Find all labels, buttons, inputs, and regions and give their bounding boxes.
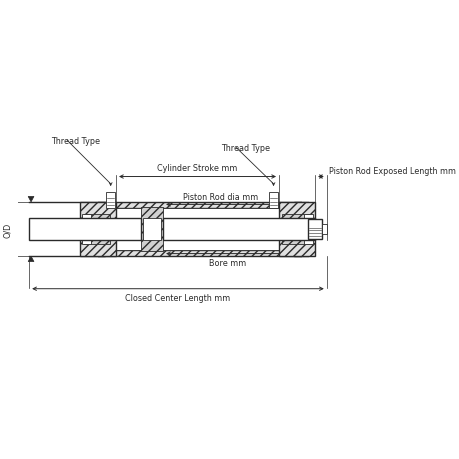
Bar xyxy=(98,250,300,257)
Bar xyxy=(143,218,161,241)
Bar xyxy=(303,231,312,244)
Polygon shape xyxy=(28,197,34,202)
Bar xyxy=(269,193,277,209)
Bar xyxy=(280,218,311,241)
Bar xyxy=(141,208,163,251)
Bar xyxy=(322,224,326,235)
Bar xyxy=(82,218,116,241)
Polygon shape xyxy=(28,257,34,262)
Bar xyxy=(106,193,115,209)
Bar xyxy=(29,218,141,241)
Text: O/D: O/D xyxy=(3,222,12,237)
Bar xyxy=(104,209,293,250)
Bar xyxy=(98,202,104,257)
Bar xyxy=(82,215,91,228)
Text: Bore mm: Bore mm xyxy=(208,258,246,268)
Text: Thread Type: Thread Type xyxy=(51,136,100,146)
Bar xyxy=(84,214,109,245)
Bar xyxy=(293,202,300,257)
Bar xyxy=(307,219,322,240)
Text: Thread Type: Thread Type xyxy=(221,144,269,153)
Text: Piston Rod Exposed Length mm: Piston Rod Exposed Length mm xyxy=(328,166,455,175)
Bar xyxy=(278,202,314,257)
Text: Closed Center Length mm: Closed Center Length mm xyxy=(125,293,230,302)
Bar xyxy=(82,231,91,244)
Text: Cylinder Stroke mm: Cylinder Stroke mm xyxy=(157,164,237,173)
Bar xyxy=(98,202,300,209)
Bar xyxy=(281,214,308,245)
Bar xyxy=(163,218,314,241)
Bar xyxy=(303,215,312,228)
Bar xyxy=(80,202,116,257)
Text: Piston Rod dia mm: Piston Rod dia mm xyxy=(183,192,258,202)
